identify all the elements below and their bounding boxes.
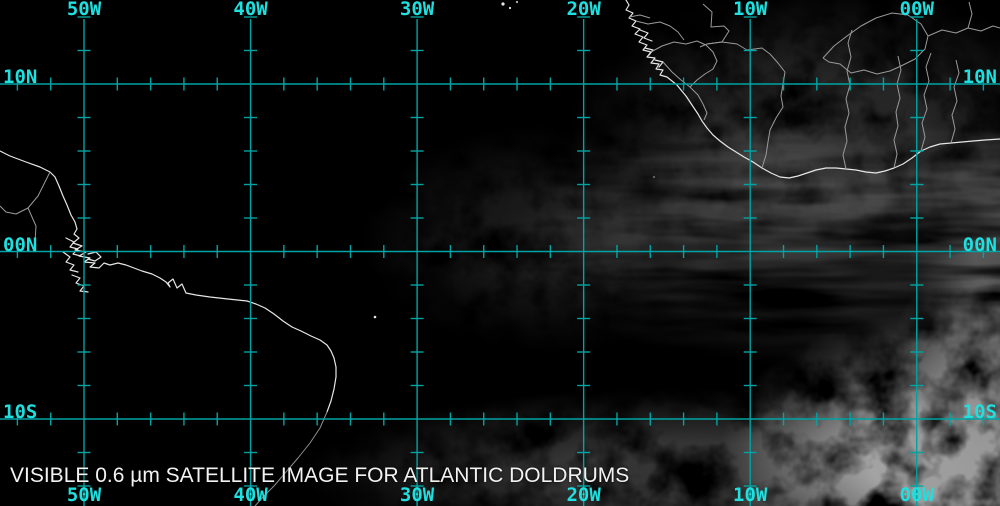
border-benin-nigeria bbox=[950, 59, 960, 144]
amazon-estuary bbox=[62, 237, 102, 293]
cloud-specks bbox=[373, 0, 655, 319]
border-burkina-faso bbox=[822, 12, 929, 75]
border-ivory-coast-ghana bbox=[842, 29, 853, 170]
country-borders-layer bbox=[0, 1, 1000, 243]
caption-title: VISIBLE 0.6 µm SATELLITE IMAGE FOR ATLAN… bbox=[10, 464, 630, 487]
caption: VISIBLE 0.6 µm SATELLITE IMAGE FOR ATLAN… bbox=[10, 422, 629, 506]
border-sierra-leone bbox=[689, 86, 708, 121]
brazil-coast-south-dim bbox=[254, 411, 328, 506]
border-gambia-senegal bbox=[628, 14, 685, 41]
border-niger-area bbox=[927, 1, 1000, 37]
west-africa-coastline bbox=[625, 0, 1000, 179]
latlon-grid bbox=[0, 16, 1000, 506]
south-america-coastline bbox=[0, 150, 337, 413]
border-french-guiana bbox=[0, 171, 51, 243]
border-ghana-togo bbox=[893, 55, 902, 169]
border-togo-benin bbox=[920, 52, 932, 152]
